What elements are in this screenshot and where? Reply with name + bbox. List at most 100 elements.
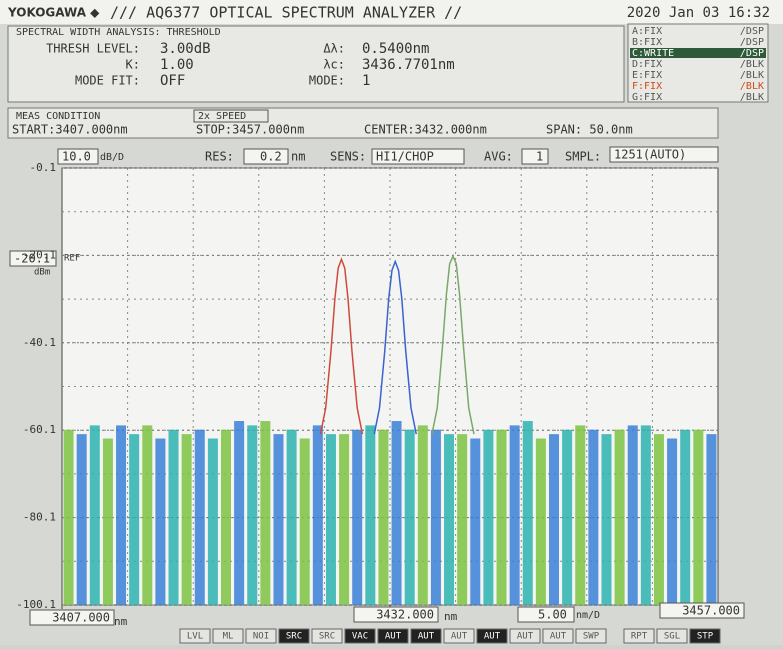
res-box [243, 148, 289, 165]
meas-panel [7, 107, 719, 139]
trace-name: G:FIX [632, 92, 662, 103]
trace-mode: /BLK [740, 59, 764, 70]
analysis-panel [7, 25, 625, 103]
y-tick-label: -0.1 [30, 161, 57, 174]
soft-key[interactable] [575, 628, 607, 644]
soft-key[interactable] [410, 628, 442, 644]
soft-key[interactable] [311, 628, 343, 644]
soft-key[interactable] [689, 628, 721, 644]
soft-key[interactable] [656, 628, 688, 644]
noise-bar [470, 438, 481, 605]
soft-key-label: LVL [187, 632, 203, 642]
avg-box [521, 148, 549, 165]
noise-bar [155, 438, 166, 605]
soft-key[interactable] [623, 628, 655, 644]
res-label: RES: [205, 150, 234, 164]
noise-bar [207, 438, 218, 605]
soft-key-label: SRC [286, 632, 302, 642]
noise-bar [496, 429, 507, 605]
trace-name: F:FIX [632, 81, 662, 92]
param-value: 1 [362, 73, 370, 89]
noise-bar [234, 421, 245, 605]
noise-bar [312, 425, 323, 605]
noise-bar [444, 434, 455, 605]
soft-key-label: AUT [550, 632, 567, 642]
scale: 10.0 [62, 150, 91, 164]
soft-key-label: SWP [583, 632, 600, 642]
soft-key-label: SRC [319, 632, 335, 642]
trace-name: A:FIX [632, 26, 662, 37]
trace-mode: /DSP [740, 37, 764, 48]
trace-name: D:FIX [632, 59, 662, 70]
y-tick-label: -40.1 [23, 336, 56, 349]
param-label: Δλ: [323, 42, 345, 56]
soft-key[interactable] [443, 628, 475, 644]
param-value: 3436.7701nm [362, 57, 455, 73]
res-unit: nm [291, 150, 305, 164]
noise-bar [339, 434, 350, 605]
model: /// AQ6377 OPTICAL SPECTRUM ANALYZER // [110, 4, 462, 22]
noise-bar [509, 425, 520, 605]
param-label: MODE: [309, 74, 345, 88]
soft-key[interactable] [476, 628, 508, 644]
noise-bar [116, 425, 127, 605]
noise-bar [273, 434, 284, 605]
noise-bar [378, 429, 389, 605]
x-tick-box [29, 609, 115, 626]
param-label: MODE FIT: [75, 74, 140, 88]
param-label: λc: [323, 58, 345, 72]
noise-bar [142, 425, 153, 605]
noise-bar [181, 434, 192, 605]
y-tick-label: -60.1 [23, 423, 56, 436]
noise-bar [260, 421, 271, 605]
param-label: K: [126, 58, 140, 72]
trace-mode: /BLK [740, 92, 764, 103]
analysis-title: SPECTRAL WIDTH ANALYSIS: THRESHOLD [16, 27, 221, 38]
noise-bar [102, 438, 113, 605]
soft-key[interactable] [278, 628, 310, 644]
soft-key[interactable] [344, 628, 376, 644]
noise-bar [522, 421, 533, 605]
noise-bar [588, 429, 599, 605]
soft-key-label: AUT [418, 632, 435, 642]
smpl-label: SMPL: [565, 150, 601, 164]
sens: HI1/CHOP [376, 150, 434, 164]
per-div: 5.00 [538, 608, 567, 622]
soft-key[interactable] [542, 628, 574, 644]
brand: YOKOGAWA ◆ [7, 6, 100, 20]
noise-bar [286, 429, 297, 605]
soft-key[interactable] [212, 628, 244, 644]
noise-bar [168, 429, 179, 605]
noise-bar [549, 434, 559, 605]
y-tick-label: -100.1 [16, 598, 56, 611]
noise-bar [706, 434, 717, 605]
plot [62, 167, 718, 606]
spectrum-line [431, 254, 475, 435]
smpl-box [609, 146, 719, 163]
soft-key[interactable] [245, 628, 277, 644]
trace-panel [627, 23, 769, 103]
soft-key[interactable] [509, 628, 541, 644]
avg-label: AVG: [484, 150, 513, 164]
soft-key-label: AUT [385, 632, 402, 642]
soft-key-label: RPT [631, 632, 648, 642]
sens-label: SENS: [330, 150, 366, 164]
soft-key[interactable] [377, 628, 409, 644]
noise-bar [352, 429, 363, 605]
soft-key-label: ML [223, 632, 234, 642]
noise-bar [627, 425, 638, 605]
noise-bar [63, 429, 74, 605]
trace-name: C:WRITE [632, 48, 674, 59]
noise-bar [299, 438, 310, 605]
noise-bar [391, 421, 402, 605]
soft-key[interactable] [179, 628, 211, 644]
trace-name: B:FIX [632, 37, 662, 48]
trace-mode: /DSP [740, 26, 764, 37]
soft-key-label: NOI [253, 632, 269, 642]
param-label: THRESH LEVEL: [46, 42, 140, 56]
noise-bar [325, 434, 336, 605]
soft-key-label: STP [697, 632, 714, 642]
ref-box [9, 250, 57, 267]
trace-mode: /BLK [740, 70, 764, 81]
